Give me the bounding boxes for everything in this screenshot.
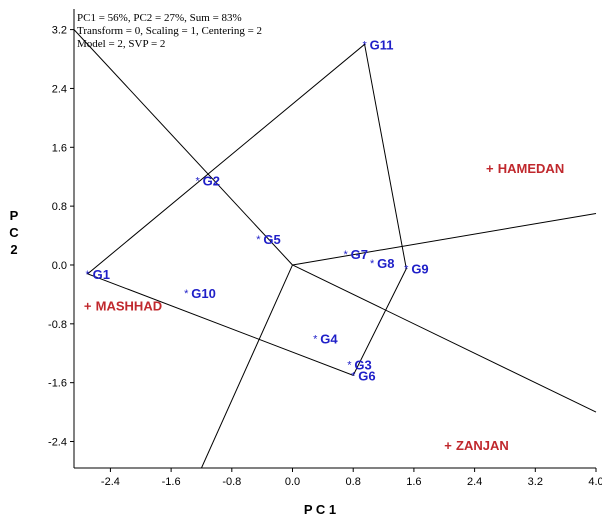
y-axis-title: PC 2 — [9, 208, 19, 257]
sector-ray — [74, 29, 293, 266]
genotype-points: * G1* G2* G3* G4* G5* G6* G7* G8 * G9* G10* G11 — [86, 37, 429, 383]
genotype-label: G2 — [203, 173, 220, 188]
y-axis-title-char: 2 — [10, 242, 17, 257]
genotype-marker: * — [370, 258, 375, 270]
y-axis-title-char: C — [9, 225, 19, 240]
sector-ray — [201, 264, 293, 468]
x-tick-label: 4.0 — [588, 476, 602, 488]
genotype-marker: * — [184, 288, 189, 300]
genotype-label: G9 — [411, 262, 428, 277]
genotype-label: G1 — [93, 267, 110, 282]
genotype-label: G4 — [320, 332, 338, 347]
environment-label: MASHHAD — [96, 298, 162, 313]
polygon-and-rays — [74, 29, 597, 468]
header-line: Model = 2, SVP = 2 — [77, 38, 165, 50]
y-tick-label: -1.6 — [48, 378, 67, 390]
sector-ray — [292, 264, 597, 413]
genotype-marker: * — [196, 175, 201, 187]
y-axis-ticks: 3.2 2.4 1.6 0.8 0.0 -0.8 -1.6 -2.4 — [48, 25, 74, 449]
sector-ray — [292, 212, 597, 266]
environment-marker: + — [444, 438, 452, 453]
genotype-label: G7 — [351, 247, 368, 262]
x-tick-label: 1.6 — [406, 476, 421, 488]
y-tick-label: 1.6 — [52, 142, 67, 154]
y-tick-label: 3.2 — [52, 25, 67, 37]
biplot-header: PC1 = 56%, PC2 = 27%, Sum = 83%Transform… — [77, 12, 262, 50]
genotype-marker: * — [343, 249, 348, 261]
header-line: Transform = 0, Scaling = 1, Centering = … — [77, 25, 262, 37]
genotype-label: G6 — [358, 368, 375, 383]
genotype-marker: * — [404, 264, 409, 276]
environment-marker: + — [486, 161, 494, 176]
x-tick-label: -2.4 — [101, 476, 120, 488]
genotype-marker: * — [347, 359, 352, 371]
x-tick-label: -1.6 — [162, 476, 181, 488]
x-axis-ticks: -2.4 -1.6 -0.8 0.0 0.8 1.6 2.4 3.2 4.0 — [101, 468, 602, 488]
genotype-label: G10 — [191, 286, 216, 301]
y-tick-label: -2.4 — [48, 437, 67, 449]
genotype-label: G8 — [377, 256, 394, 271]
plot-area — [73, 9, 596, 469]
x-tick-label: 2.4 — [467, 476, 482, 488]
genotype-label: G5 — [263, 232, 280, 247]
environment-label: HAMEDAN — [498, 161, 564, 176]
genotype-marker: * — [256, 234, 261, 246]
genotype-marker: * — [362, 39, 367, 51]
environment-marker: + — [84, 298, 92, 313]
environment-label: ZANJAN — [456, 438, 509, 453]
y-tick-label: 0.0 — [52, 260, 67, 272]
x-axis-title: P C 1 — [304, 502, 336, 517]
genotype-marker: * — [86, 269, 91, 281]
genotype-marker: * — [351, 370, 356, 382]
x-tick-label: 3.2 — [528, 476, 543, 488]
x-tick-label: 0.0 — [285, 476, 300, 488]
y-tick-label: 0.8 — [52, 201, 67, 213]
polygon-hull — [86, 43, 407, 376]
genotype-label: G11 — [370, 37, 394, 52]
y-axis-title-char: P — [10, 208, 19, 223]
header-line: PC1 = 56%, PC2 = 27%, Sum = 83% — [77, 12, 242, 24]
x-tick-label: 0.8 — [346, 476, 361, 488]
genotype-marker: * — [313, 334, 318, 346]
genotype-label: G3 — [354, 357, 371, 372]
environment-points: + HAMEDAN + MASHHAD + ZANJAN — [84, 161, 564, 453]
y-tick-label: 2.4 — [52, 83, 67, 95]
x-tick-label: -0.8 — [222, 476, 241, 488]
y-tick-label: -0.8 — [48, 319, 67, 331]
